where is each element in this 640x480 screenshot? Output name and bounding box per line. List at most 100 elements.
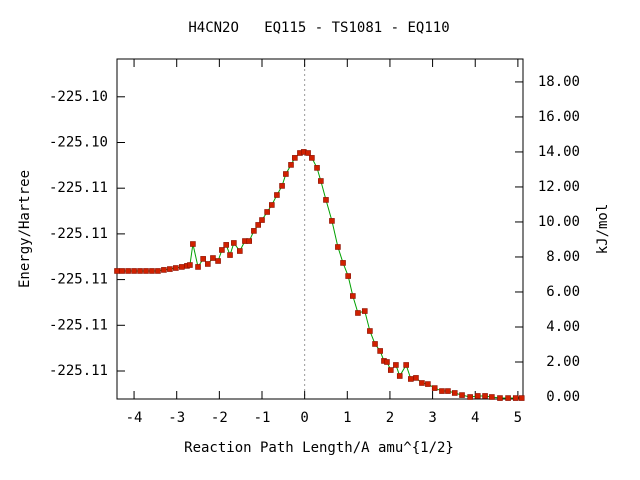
data-point [255, 222, 261, 228]
y2-tick-label: 0.00 [546, 389, 580, 405]
data-point [137, 268, 143, 274]
y2-tick-label: 14.00 [538, 144, 580, 160]
data-point [408, 376, 414, 382]
y-tick-label: -225.11 [49, 180, 108, 196]
y-tick-label: -225.10 [49, 89, 108, 105]
data-point [474, 393, 481, 399]
y2-tick-label: 18.00 [538, 74, 580, 90]
data-point [393, 362, 399, 368]
data-point [200, 256, 206, 262]
data-point [425, 381, 431, 387]
x-tick-label: -2 [211, 410, 228, 426]
data-point [173, 265, 179, 271]
data-point [264, 209, 270, 215]
data-point [497, 395, 503, 401]
data-point [167, 266, 173, 272]
data-point [251, 228, 257, 234]
data-point [459, 392, 465, 398]
data-point [114, 268, 120, 274]
data-point [451, 390, 458, 396]
data-point [372, 341, 378, 347]
data-point [205, 261, 211, 267]
data-point [125, 268, 131, 274]
data-point [314, 165, 320, 171]
data-point [259, 217, 265, 223]
data-point [367, 328, 373, 334]
data-point [403, 362, 409, 368]
y-tick-label: -225.11 [49, 272, 108, 288]
data-point [323, 197, 329, 203]
data-point [413, 375, 419, 381]
y2-tick-label: 8.00 [546, 249, 580, 265]
data-point [345, 273, 351, 279]
x-tick-label: 2 [386, 410, 394, 426]
data-point [361, 308, 368, 314]
data-point [283, 171, 289, 177]
data-point [288, 162, 294, 168]
data-point [143, 268, 149, 274]
y-tick-label: -225.11 [49, 363, 108, 379]
data-point [219, 247, 225, 253]
data-point [292, 155, 298, 161]
data-point [179, 264, 185, 270]
plot-frame [116, 58, 524, 400]
data-point [355, 310, 361, 316]
y2-tick-label: 10.00 [538, 214, 580, 230]
data-point [335, 244, 341, 250]
y2-tick-label: 16.00 [538, 109, 580, 125]
data-point [161, 267, 167, 273]
data-point [350, 293, 356, 299]
y2-tick-label: 4.00 [546, 319, 580, 335]
x-tick-label: -4 [126, 410, 143, 426]
data-point [505, 395, 511, 401]
data-point [318, 178, 324, 184]
data-point [467, 394, 473, 400]
x-tick-label: 3 [428, 410, 436, 426]
data-point [387, 367, 394, 373]
data-point [489, 394, 495, 400]
x-tick-label: 0 [300, 410, 308, 426]
y2-tick-label: 12.00 [538, 179, 580, 195]
chart-title: H4CN2O EQ115 - TS1081 - EQ110 [188, 20, 449, 36]
data-point [396, 373, 403, 379]
data-point [246, 238, 253, 244]
data-point [445, 388, 451, 394]
data-point [305, 150, 311, 156]
data-point [269, 202, 275, 208]
y2-tick-label: 6.00 [546, 284, 580, 300]
y-tick-label: -225.10 [49, 134, 108, 150]
data-point [512, 395, 519, 401]
data-point [187, 262, 193, 268]
data-point [329, 218, 335, 224]
y-tick-label: -225.11 [49, 317, 108, 333]
data-point [237, 248, 243, 254]
x-tick-label: 4 [471, 410, 479, 426]
data-point [439, 388, 445, 394]
series-line [117, 151, 522, 399]
data-point [274, 192, 280, 198]
data-point [482, 393, 488, 399]
data-point [340, 260, 346, 266]
data-point [149, 268, 155, 274]
data-point [227, 252, 233, 258]
data-point [309, 155, 315, 161]
data-point [155, 268, 161, 274]
data-point [384, 359, 390, 365]
y-tick-label: -225.11 [49, 226, 108, 242]
data-point [210, 255, 216, 261]
x-tick-label: 5 [514, 410, 522, 426]
x-tick-label: -1 [254, 410, 271, 426]
y2-axis-label: kJ/mol [595, 204, 611, 255]
data-point [279, 183, 285, 189]
data-point [195, 264, 201, 270]
data-point [518, 395, 525, 401]
data-point [431, 385, 438, 391]
x-tick-label: 1 [343, 410, 351, 426]
data-point [223, 242, 229, 248]
data-point [419, 380, 425, 386]
data-point [377, 348, 383, 354]
y-axis-label: Energy/Hartree [17, 170, 33, 288]
data-point [231, 240, 237, 246]
data-point [131, 268, 137, 274]
